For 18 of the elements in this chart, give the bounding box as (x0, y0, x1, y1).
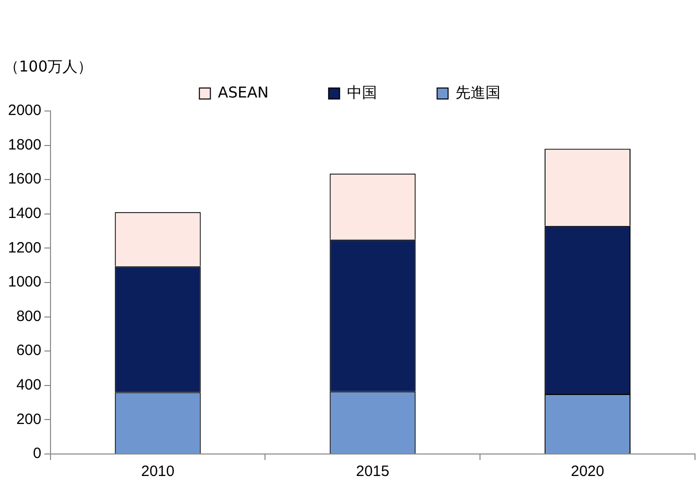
y-tick-label: 1000 (8, 274, 42, 291)
legend-label: 先進国 (456, 83, 501, 102)
x-tick-label: 2015 (356, 463, 390, 480)
y-tick-label: 1800 (8, 136, 42, 154)
y-axis-title: （100万人） (4, 57, 93, 76)
legend-label: 中国 (347, 83, 378, 102)
y-tick-label: 600 (16, 342, 42, 360)
x-tick-label: 2010 (141, 463, 174, 480)
y-tick-label: 0 (33, 445, 42, 462)
x-tick-label: 2020 (570, 463, 604, 480)
y-tick-label: 2000 (8, 102, 42, 120)
y-tick-label: 400 (16, 376, 42, 394)
y-tick-label: 1600 (8, 170, 42, 188)
y-tick-label: 200 (16, 410, 42, 428)
y-tick-label: 800 (16, 308, 42, 325)
y-tick-label: 1400 (8, 205, 42, 222)
y-tick-label: 1200 (8, 239, 42, 256)
legend-label: ASEAN (218, 83, 269, 102)
